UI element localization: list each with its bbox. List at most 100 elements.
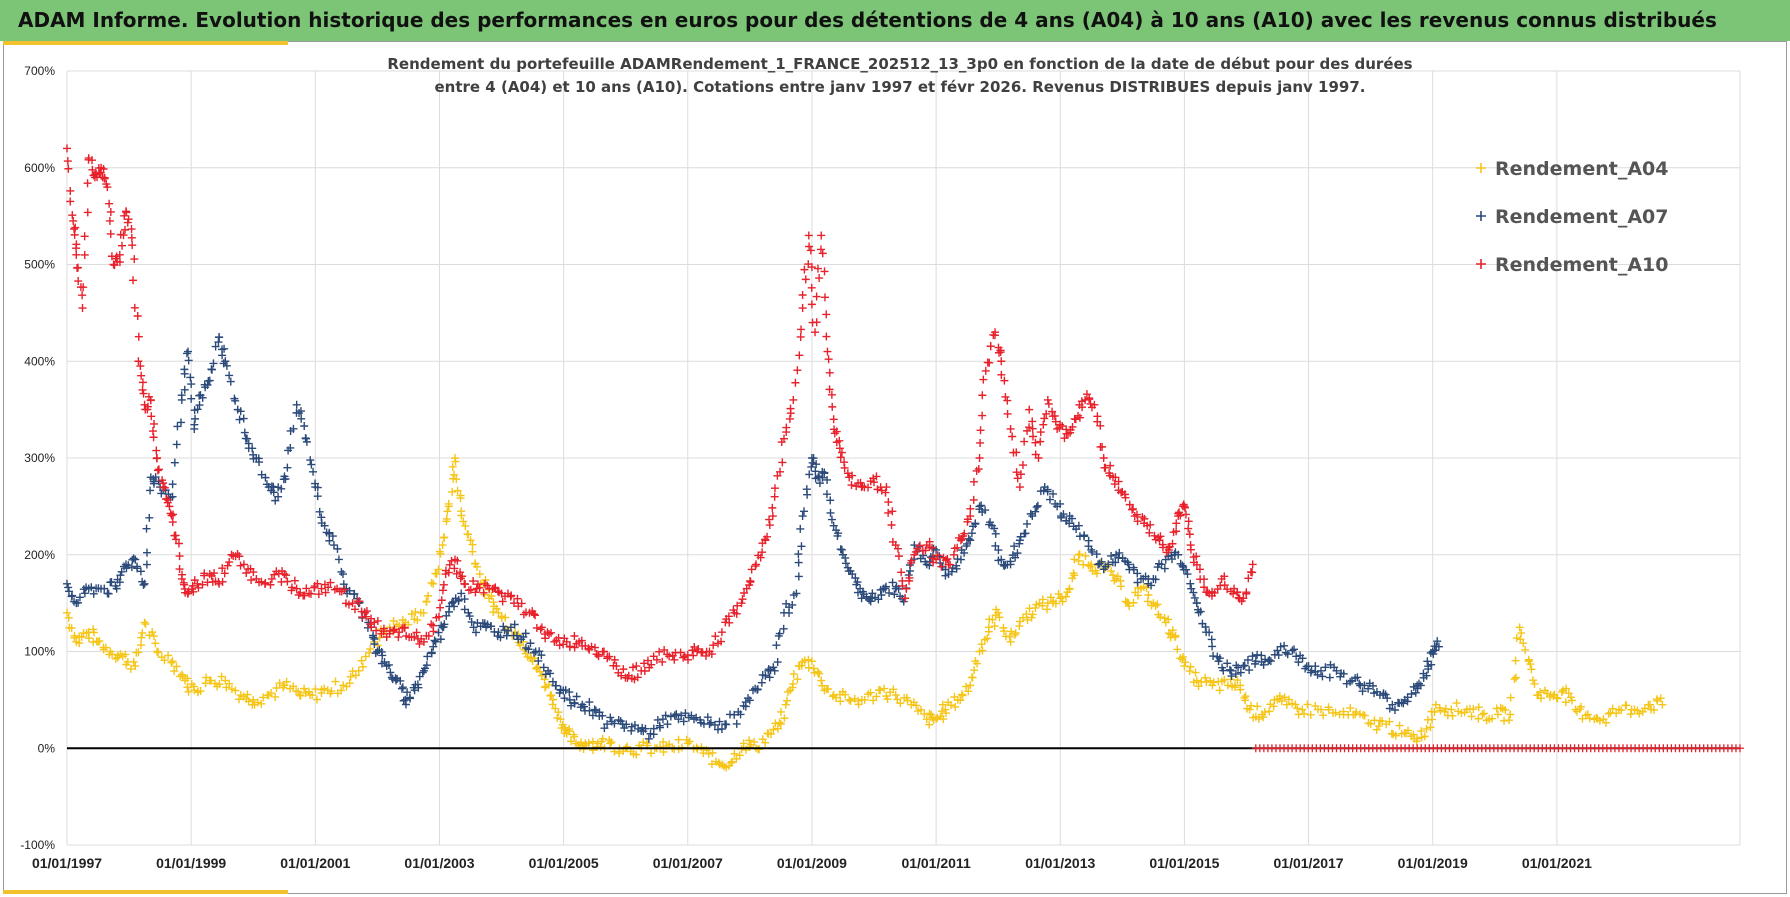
point-rendement_a07 [1192, 599, 1201, 608]
point-rendement_a10 [1093, 417, 1102, 426]
point-rendement_a04 [540, 675, 549, 684]
point-rendement_a10 [324, 583, 333, 592]
point-rendement_a10 [822, 310, 831, 319]
point-rendement_a07 [1023, 519, 1032, 528]
point-rendement_a10 [1039, 420, 1048, 429]
point-rendement_a04 [101, 643, 110, 652]
point-rendement_a10 [123, 218, 132, 227]
point-rendement_a10 [612, 662, 621, 671]
point-rendement_a07 [1379, 689, 1388, 698]
point-rendement_a04 [1156, 613, 1165, 622]
point-rendement_a07 [1092, 550, 1101, 559]
point-rendement_a10 [756, 553, 765, 562]
point-rendement_a10 [1034, 454, 1043, 462]
point-rendement_a07 [585, 698, 594, 707]
point-rendement_a07 [142, 548, 151, 557]
y-tick-label: 700% [24, 64, 55, 78]
point-rendement_a07 [1021, 529, 1030, 538]
point-rendement_a04 [1467, 712, 1476, 721]
point-rendement_a07 [888, 578, 897, 587]
point-rendement_a07 [703, 713, 712, 722]
point-rendement_a10 [130, 303, 139, 312]
point-rendement_a04 [296, 691, 305, 700]
point-rendement_a04 [492, 604, 501, 613]
point-rendement_a10 [807, 300, 816, 309]
point-rendement_a10 [921, 546, 930, 555]
point-rendement_a07 [289, 424, 298, 433]
point-rendement_a04 [141, 620, 150, 629]
point-rendement_a04 [178, 672, 187, 681]
point-rendement_a07 [765, 673, 774, 682]
point-rendement_a07 [818, 473, 827, 482]
y-tick-label: 300% [24, 451, 55, 465]
point-rendement_a10 [537, 623, 546, 632]
point-rendement_a07 [837, 545, 846, 554]
point-rendement_a04 [714, 758, 723, 767]
point-rendement_a10 [218, 577, 227, 586]
point-rendement_a10 [479, 588, 488, 597]
point-rendement_a07 [104, 589, 113, 598]
point-rendement_a04 [776, 707, 785, 716]
point-rendement_a04 [1577, 702, 1586, 711]
point-rendement_a04 [1427, 715, 1436, 724]
point-rendement_a10 [469, 577, 478, 586]
point-rendement_a10 [966, 504, 975, 513]
point-rendement_a04 [354, 666, 363, 675]
point-rendement_a07 [590, 705, 599, 714]
point-rendement_a04 [295, 691, 304, 700]
point-rendement_a07 [203, 380, 212, 389]
point-rendement_a04 [659, 747, 668, 756]
point-rendement_a04 [480, 590, 489, 599]
point-rendement_a10 [242, 568, 251, 577]
point-rendement_a04 [1061, 592, 1070, 601]
point-rendement_a04 [1469, 705, 1478, 714]
point-rendement_a10 [66, 197, 75, 206]
point-rendement_a04 [172, 662, 181, 671]
point-rendement_a10 [820, 267, 829, 276]
point-rendement_a07 [1313, 670, 1322, 679]
point-rendement_a04 [1075, 550, 1084, 559]
point-rendement_a10 [103, 183, 112, 192]
point-rendement_a04 [1007, 627, 1016, 636]
point-rendement_a04 [1517, 629, 1526, 638]
point-rendement_a10 [949, 550, 958, 559]
point-rendement_a10 [1195, 565, 1204, 574]
point-rendement_a10 [887, 521, 896, 530]
point-rendement_a04 [471, 559, 480, 568]
point-rendement_a04 [320, 684, 329, 693]
point-rendement_a04 [464, 530, 473, 539]
point-rendement_a04 [129, 657, 138, 666]
point-rendement_a07 [1186, 579, 1195, 588]
accent-bar-bottom [3, 890, 288, 894]
point-rendement_a10 [1081, 395, 1090, 404]
point-rendement_a10 [1058, 422, 1067, 431]
point-rendement_a10 [1184, 517, 1193, 526]
point-rendement_a10 [1025, 423, 1034, 432]
point-rendement_a07 [614, 716, 623, 725]
point-rendement_a04 [704, 749, 713, 758]
point-rendement_a07 [337, 567, 346, 576]
point-rendement_a07 [1067, 514, 1076, 523]
point-rendement_a07 [1115, 548, 1124, 557]
point-rendement_a10 [633, 673, 642, 682]
x-tick-label: 01/01/1997 [32, 855, 102, 871]
point-rendement_a10 [247, 576, 256, 585]
point-rendement_a07 [1368, 681, 1377, 690]
point-rendement_a10 [412, 628, 421, 637]
point-rendement_a10 [436, 603, 445, 612]
point-rendement_a04 [727, 758, 736, 767]
point-rendement_a10 [429, 621, 438, 630]
point-rendement_a07 [309, 467, 318, 476]
point-rendement_a04 [956, 696, 965, 705]
point-rendement_a10 [740, 588, 749, 597]
point-rendement_a07 [672, 710, 681, 719]
point-rendement_a04 [429, 579, 438, 588]
point-rendement_a07 [1043, 485, 1052, 494]
point-rendement_a07 [494, 628, 503, 637]
point-rendement_a07 [467, 617, 476, 626]
point-rendement_a07 [1245, 666, 1254, 675]
point-rendement_a04 [1253, 702, 1262, 711]
point-rendement_a04 [235, 695, 243, 704]
point-rendement_a10 [122, 208, 131, 217]
point-rendement_a10 [717, 628, 726, 637]
